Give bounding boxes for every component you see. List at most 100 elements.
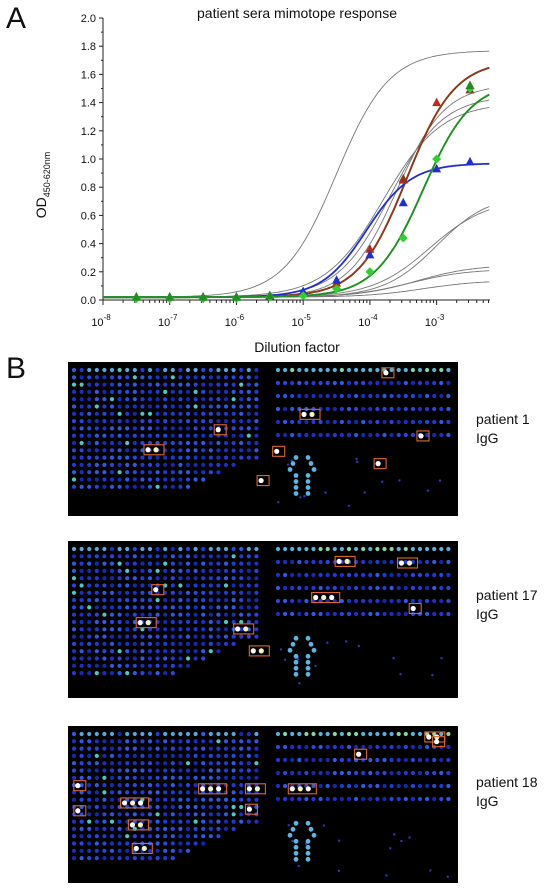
series-1-curve [103,66,490,299]
series-3-point-5 [298,291,308,301]
x-tick-label-4: 10-4 [358,313,378,329]
highlight-spot-8-0 [289,786,295,792]
highlight-box-5 [198,783,228,795]
highlight-box-1 [213,424,227,436]
microarray-label-2-isotype: IgG [476,606,499,622]
panel-a-label: A [6,2,27,35]
series-4-point-3 [231,292,241,301]
highlight-spot-6-0 [418,433,424,439]
highlight-spot-4-1 [141,845,147,852]
microarray-label-3-patient: patient 18 [476,774,538,790]
highlight-spot-6-0 [398,560,405,566]
y-tick-label-10: 2.0 [81,13,96,25]
highlight-box-3 [248,645,270,657]
highlight-spot-8-2 [305,786,311,792]
reference-curve-3 [103,107,490,298]
y-tick-label-1: 0.2 [81,267,96,279]
y-tick-label-2: 0.4 [81,239,96,251]
highlight-spot-2-0 [235,626,241,632]
highlight-spot-6-1 [254,786,260,792]
microarray-spots [71,367,451,508]
highlight-spot-4-2 [329,594,335,601]
series-4-point-1 [165,292,175,301]
microarray-spots [71,731,451,878]
series-2-point-5 [298,286,308,296]
series-3-point-9 [432,154,442,164]
highlight-box-6 [244,783,266,795]
microarray-label-3-isotype: IgG [476,793,499,809]
reference-curve-0 [103,50,490,298]
highlight-spot-5-1 [344,558,350,565]
highlight-spot-2-1 [243,626,249,632]
highlight-spot-0-0 [137,620,143,626]
highlight-box-0 [135,617,157,629]
highlight-box-6 [396,557,419,569]
highlight-box-11 [432,736,446,748]
x-tick-label-2: 10-6 [225,313,245,329]
x-tick-label-0: 10-8 [91,313,111,329]
microarray-spots [71,546,451,685]
highlight-box-3 [127,819,149,831]
highlight-spot-7-0 [383,370,389,376]
microarray-label-2: patient 17 IgG [476,586,538,624]
highlight-box-4 [311,591,341,604]
highlight-spot-3-0 [129,822,135,828]
highlight-spot-4-0 [313,594,319,601]
series-2-point-7 [365,249,375,259]
series-1-point-0 [398,173,408,183]
highlight-box-0 [73,780,87,792]
highlight-box-3 [256,475,270,487]
highlight-box-1 [151,584,165,596]
highlight-spot-5-2 [216,786,222,792]
x-tick-label-3: 10-5 [291,313,311,329]
series-2-point-8 [398,197,408,207]
series-2-point-10 [465,156,475,166]
y-tick-label-8: 1.6 [81,69,96,81]
reference-curve-4 [103,206,490,298]
series-3-point-7 [365,267,375,277]
highlight-spot-2-0 [274,448,280,454]
series-2-point-9 [432,163,442,173]
series-4-point-5 [465,80,475,90]
highlight-spot-8-1 [297,786,303,792]
microarray-label-2-patient: patient 17 [476,587,538,603]
dose-response-chart: patient sera mimotope response OD450-620… [33,5,490,355]
reference-curve-6 [103,266,490,298]
highlight-spot-6-0 [246,786,252,792]
svg-text:OD450-620nm: OD450-620nm [33,152,52,219]
microarray-image-3 [68,726,458,883]
highlight-box-6 [416,430,430,442]
panel-b-label: B [6,352,27,385]
reference-curve-1 [103,88,490,298]
series-0-point-9 [432,97,442,107]
chart-title: patient sera mimotope response [197,5,397,21]
highlight-box-4 [373,458,387,470]
x-tick-label-1: 10-7 [158,313,178,329]
y-tick-label-4: 0.8 [81,182,96,194]
highlight-spot-2-0 [122,800,128,806]
highlight-spot-10-0 [426,734,432,740]
highlight-spot-5-1 [208,786,214,792]
y-tick-label-0: 0.0 [81,295,96,307]
highlight-spot-7-0 [246,806,252,812]
highlight-box-8 [287,783,317,795]
x-axis-label: Dilution factor [254,339,340,355]
highlight-box-7 [244,803,258,815]
microarray-label-1-patient: patient 1 [476,411,530,427]
highlight-spot-1-0 [153,587,159,593]
highlight-spot-5-0 [200,786,206,792]
highlight-spot-3-0 [258,477,264,484]
highlight-spot-1-0 [75,808,81,814]
series-4-point-0 [131,292,141,301]
highlight-spot-5-1 [309,411,315,417]
highlight-spot-3-1 [258,648,264,654]
microarray-image-2 [68,541,458,698]
highlight-spot-5-0 [301,411,307,417]
y-axis-label: OD450-620nm [33,152,52,219]
highlight-spot-3-0 [250,648,256,654]
highlight-spot-6-1 [406,560,413,566]
series-0-point-7 [365,244,375,253]
highlight-spot-1-0 [215,427,221,433]
highlight-box-2 [120,797,150,809]
series-4-point-2 [198,292,208,301]
